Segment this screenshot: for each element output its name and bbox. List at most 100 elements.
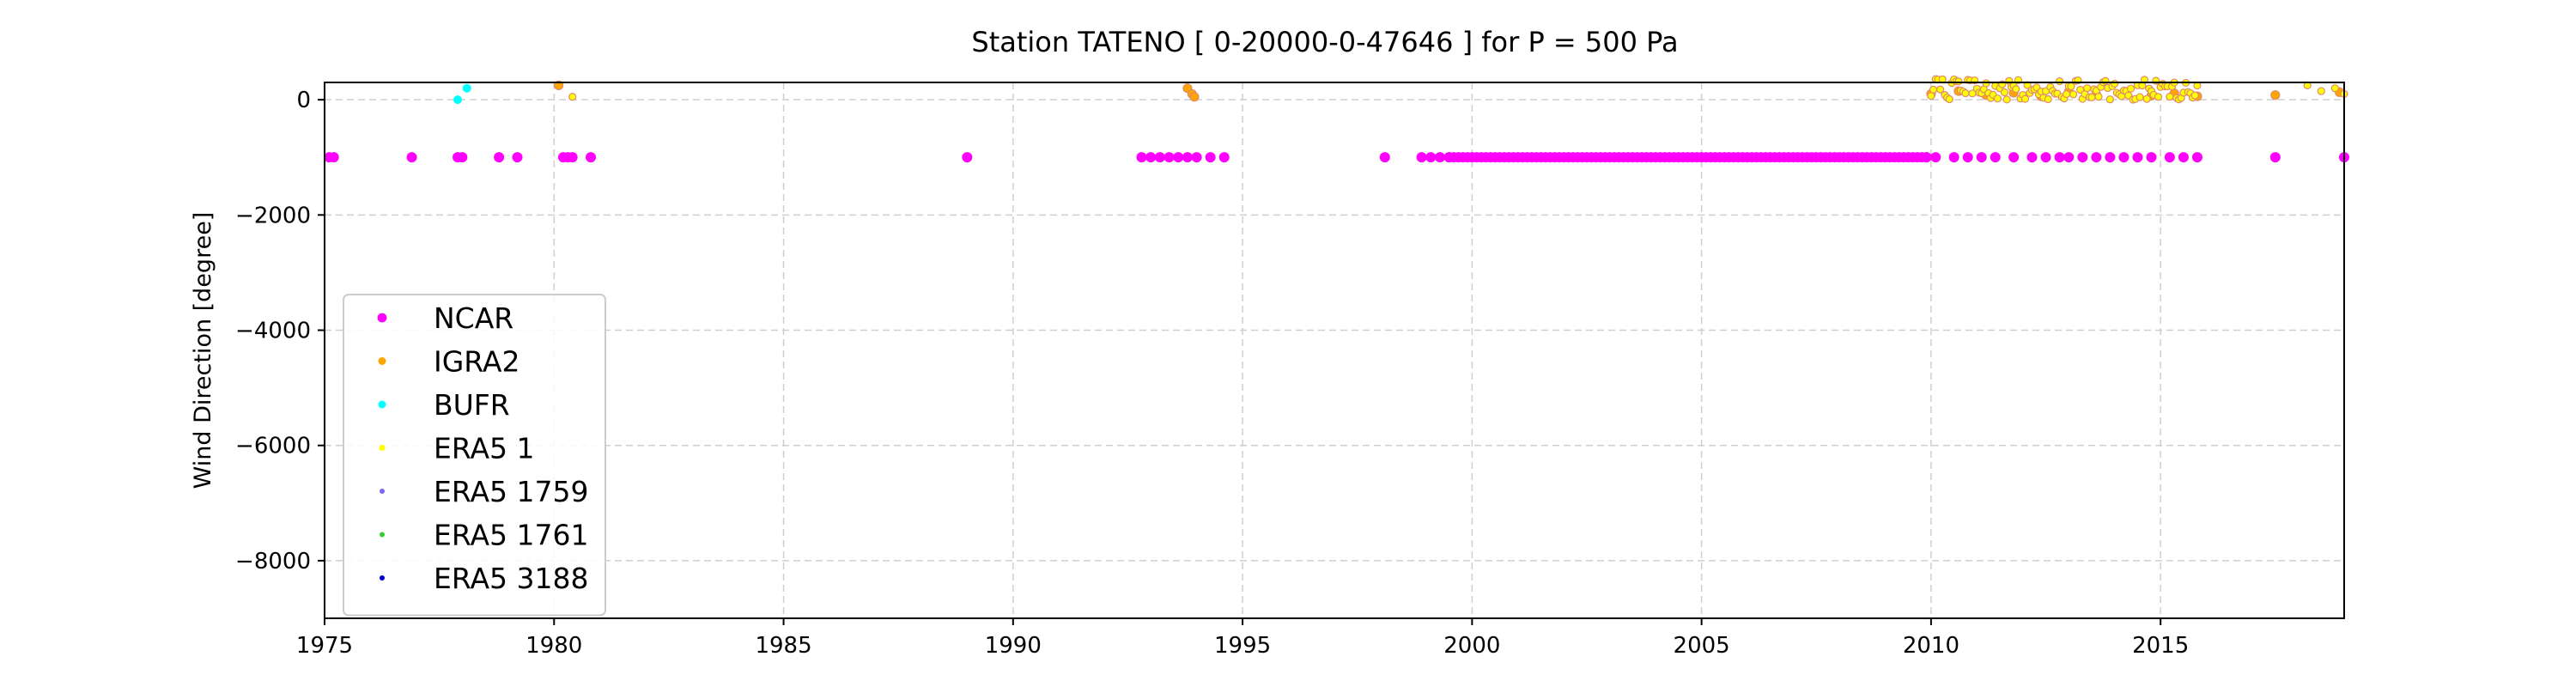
legend-marker xyxy=(380,532,385,538)
data-point xyxy=(453,95,463,105)
legend-label: ERA5 1759 xyxy=(434,475,589,508)
data-point xyxy=(2077,152,2088,163)
x-tick-label: 2015 xyxy=(2132,633,2189,659)
y-tick-label: −8000 xyxy=(235,549,311,575)
data-point xyxy=(1145,152,1157,163)
data-point xyxy=(567,152,578,163)
data-point xyxy=(1218,152,1230,163)
data-point xyxy=(2146,152,2157,163)
legend-label: NCAR xyxy=(434,301,513,335)
data-point xyxy=(2154,93,2163,101)
y-tick-label: −6000 xyxy=(235,434,311,459)
data-point xyxy=(2040,152,2051,163)
data-point xyxy=(2002,95,2011,104)
data-point xyxy=(2105,95,2114,104)
data-point xyxy=(2055,77,2064,86)
legend-label: ERA5 3188 xyxy=(434,562,589,595)
data-point xyxy=(2083,84,2092,93)
data-point xyxy=(2111,79,2119,88)
data-point xyxy=(1191,152,1202,163)
data-point xyxy=(2164,152,2175,163)
data-points xyxy=(324,75,2349,163)
data-point xyxy=(2087,93,2096,101)
data-point xyxy=(1136,152,1147,163)
plot-frame xyxy=(324,82,2345,619)
data-point xyxy=(2190,91,2199,100)
x-tick-label: 2010 xyxy=(1903,633,1959,659)
legend-marker xyxy=(379,444,386,452)
data-point xyxy=(1173,152,1184,163)
legend-label: IGRA2 xyxy=(434,345,519,379)
data-point xyxy=(1954,77,1963,86)
data-point xyxy=(2166,93,2174,101)
data-point xyxy=(2132,152,2143,163)
data-point xyxy=(2069,90,2078,99)
data-point xyxy=(1936,85,1945,94)
legend: NCAR IGRA2 BUFR ERA5 1 ERA5 1759 ERA5 1761 ERA… xyxy=(343,294,606,617)
data-point xyxy=(1990,152,2001,163)
y-axis-label: Wind Direction [degree] xyxy=(190,212,216,489)
legend-marker xyxy=(377,313,387,323)
data-point xyxy=(1416,152,1427,163)
legend-label: BUFR xyxy=(434,388,510,422)
data-point xyxy=(1205,152,1216,163)
data-point xyxy=(2126,84,2136,93)
data-point xyxy=(1945,94,1953,104)
y-tick-label: −4000 xyxy=(235,319,311,344)
data-point xyxy=(2008,152,2020,163)
data-point xyxy=(1930,152,1941,163)
data-point xyxy=(962,152,973,163)
data-point xyxy=(2044,94,2052,104)
data-point xyxy=(1961,88,1970,98)
data-point xyxy=(2270,90,2281,100)
data-point xyxy=(568,93,577,101)
data-point xyxy=(406,152,417,163)
legend-label: ERA5 1 xyxy=(434,432,535,465)
x-tick-label: 1980 xyxy=(526,633,582,659)
grid xyxy=(324,82,2344,618)
data-point xyxy=(1948,152,1959,163)
x-tick-label: 1975 xyxy=(296,633,353,659)
data-point xyxy=(1962,152,1973,163)
data-point xyxy=(2094,92,2103,101)
data-point xyxy=(512,152,523,163)
data-point xyxy=(1182,152,1193,163)
data-point xyxy=(2330,84,2339,93)
legend-box xyxy=(343,294,606,617)
y-axis: 0 −2000 −4000 −6000 −8000 xyxy=(235,88,325,575)
x-tick-label: 2005 xyxy=(1674,633,1730,659)
data-point xyxy=(586,152,597,163)
data-point xyxy=(2000,88,2009,97)
data-point xyxy=(2063,90,2071,99)
data-point xyxy=(2026,152,2038,163)
data-point xyxy=(1163,152,1175,163)
x-tick-label: 1985 xyxy=(755,633,811,659)
data-point xyxy=(462,83,471,93)
data-point xyxy=(2091,152,2102,163)
data-point xyxy=(2020,94,2030,103)
y-tick-label: −2000 xyxy=(235,203,311,228)
data-point xyxy=(1921,152,1932,163)
x-axis: 1975 1980 1985 1990 1995 2000 2005 2010 2015 xyxy=(296,618,2189,659)
data-point xyxy=(1154,152,1165,163)
data-point xyxy=(1929,85,1938,94)
data-point xyxy=(2178,152,2189,163)
data-point xyxy=(2063,152,2075,163)
data-point xyxy=(1993,94,2002,103)
data-point xyxy=(1189,92,1200,102)
legend-marker xyxy=(378,357,386,365)
data-point xyxy=(2118,152,2129,163)
legend-label: ERA5 1761 xyxy=(434,519,589,552)
x-tick-label: 1995 xyxy=(1214,633,1271,659)
data-point xyxy=(2054,152,2065,163)
data-point xyxy=(328,152,339,163)
legend-marker xyxy=(380,575,385,581)
data-point xyxy=(2317,87,2325,95)
x-tick-label: 1990 xyxy=(985,633,1042,659)
legend-marker xyxy=(378,400,386,409)
data-point xyxy=(2012,85,2020,94)
data-point xyxy=(1379,152,1390,163)
chart-title: Station TATENO [ 0-20000-0-47646 ] for P… xyxy=(971,26,1678,58)
data-point xyxy=(457,152,468,163)
